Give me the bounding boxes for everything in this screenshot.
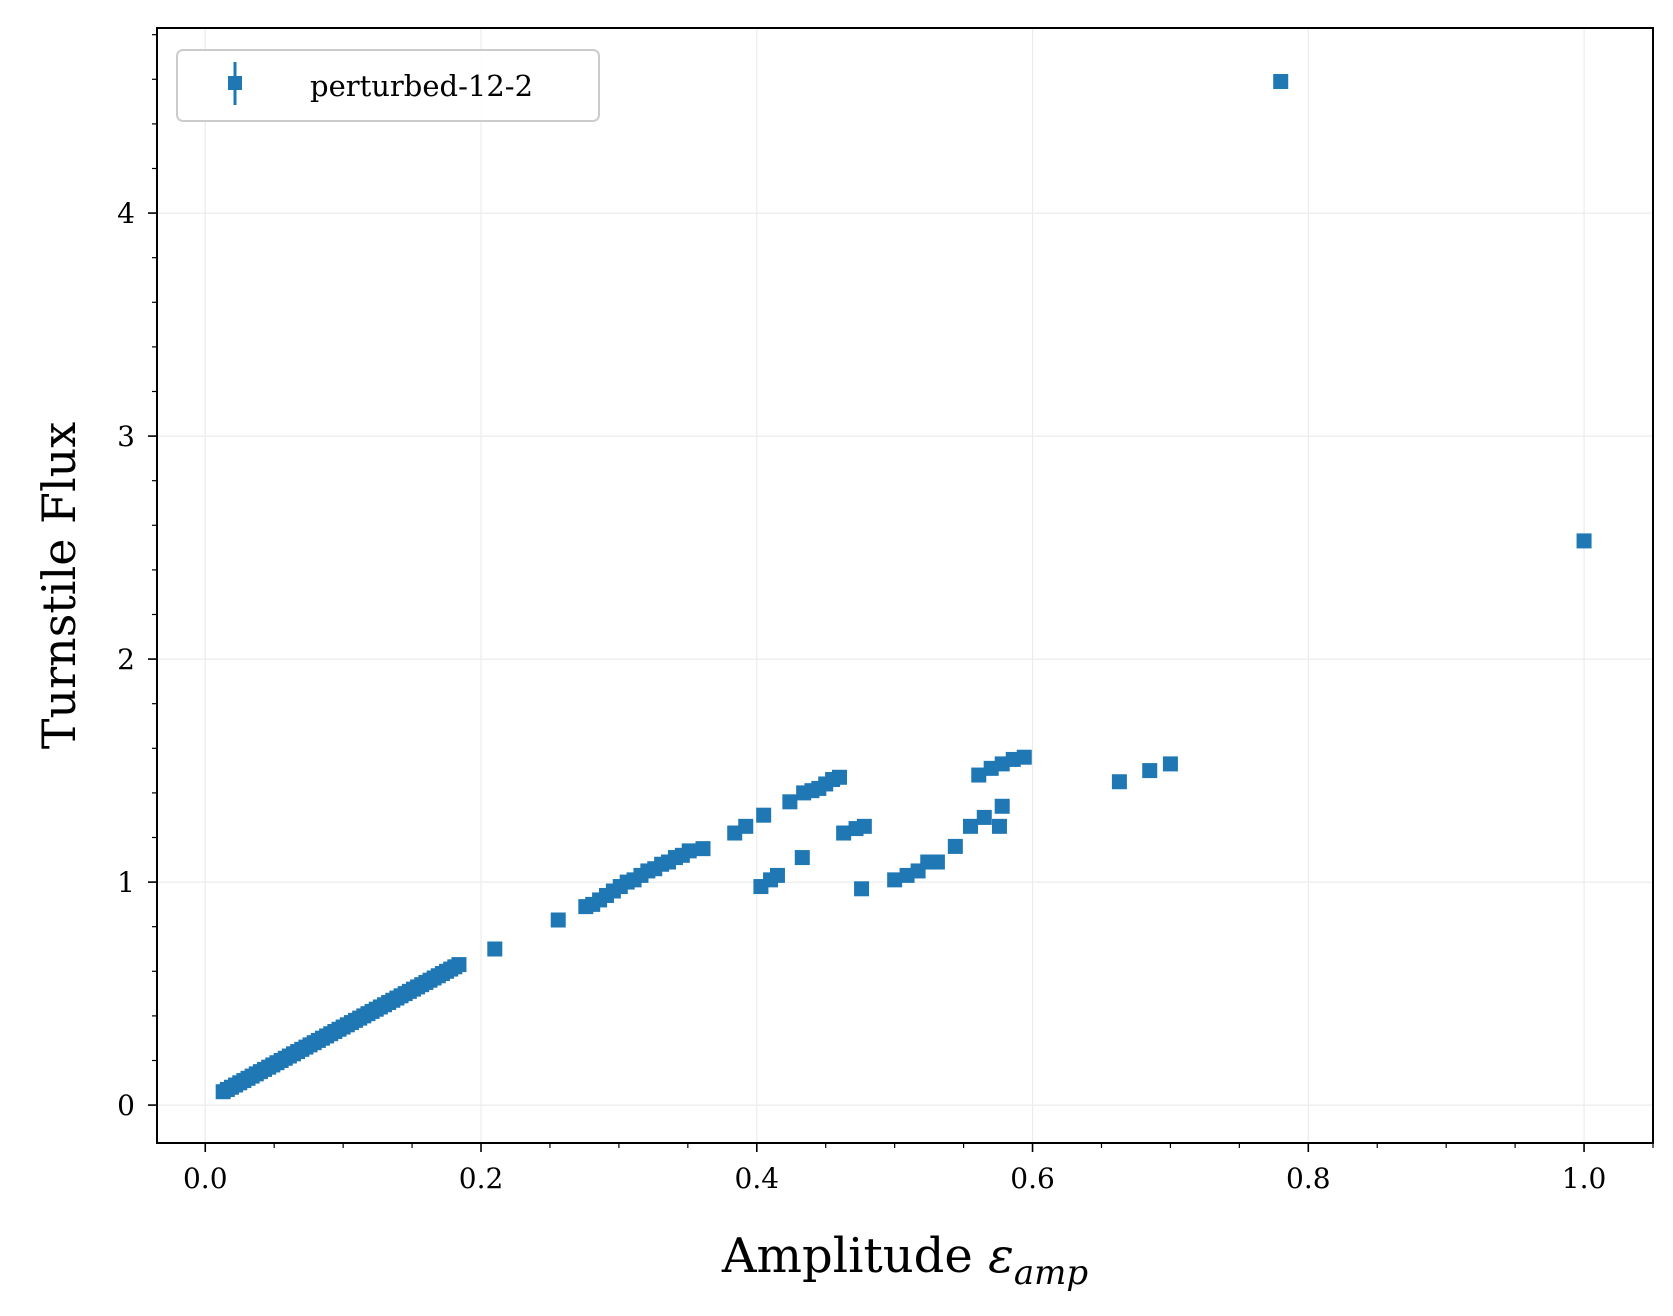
legend-entry-label: perturbed-12-2 xyxy=(310,69,533,103)
data-point xyxy=(1273,74,1289,90)
y-tick-label: 1 xyxy=(117,866,135,899)
data-point xyxy=(971,767,987,783)
data-point xyxy=(1016,749,1032,765)
y-tick-label: 0 xyxy=(117,1089,135,1122)
x-tick-label: 1.0 xyxy=(1562,1162,1607,1195)
data-point xyxy=(836,825,852,841)
data-point xyxy=(1162,756,1178,772)
data-point xyxy=(695,841,711,857)
data-point xyxy=(991,818,1007,834)
data-point xyxy=(929,854,945,870)
y-tick-label: 3 xyxy=(117,420,135,453)
data-point xyxy=(487,941,503,957)
x-axis-subscript: amp xyxy=(1014,1253,1088,1293)
x-tick-label: 0.6 xyxy=(1010,1162,1055,1195)
legend-box xyxy=(176,49,600,122)
data-point xyxy=(854,881,870,897)
data-point xyxy=(794,850,810,866)
x-axis-label: Amplitude xyxy=(721,1228,973,1284)
legend: perturbed-12-2 xyxy=(176,49,600,122)
plot-frame xyxy=(156,27,1654,1144)
data-point xyxy=(451,957,467,973)
major-ticks xyxy=(148,212,1585,1152)
data-point xyxy=(550,912,566,928)
x-axis-symbol: ε xyxy=(988,1228,1014,1284)
data-point xyxy=(994,798,1010,814)
x-tick-label: 0.0 xyxy=(183,1162,228,1195)
data-point xyxy=(856,818,872,834)
data-point xyxy=(756,807,772,823)
x-tick-label: 0.2 xyxy=(459,1162,504,1195)
data-point xyxy=(1111,774,1127,790)
data-point xyxy=(681,843,697,859)
x-axis-title: Amplitude εamp xyxy=(721,1228,1088,1293)
data-point xyxy=(887,872,903,888)
legend-marker-glyph xyxy=(228,76,242,90)
data-point xyxy=(738,818,754,834)
x-tick-label: 0.8 xyxy=(1286,1162,1331,1195)
x-tick-labels: 0.0 0.2 0.4 0.6 0.8 1.0 xyxy=(183,1162,1606,1195)
x-tick-label: 0.4 xyxy=(735,1162,780,1195)
data-points xyxy=(215,74,1592,1100)
data-point xyxy=(782,794,798,810)
y-tick-label: 4 xyxy=(117,197,135,230)
data-point xyxy=(976,809,992,825)
data-point xyxy=(832,769,848,785)
grid-lines xyxy=(157,28,1653,1143)
data-point xyxy=(947,838,963,854)
data-point xyxy=(1576,533,1592,549)
y-tick-labels: 0 1 2 3 4 xyxy=(117,197,135,1122)
y-axis-title: Turnstile Flux xyxy=(32,422,86,750)
y-tick-label: 2 xyxy=(117,643,135,676)
data-point xyxy=(769,867,785,883)
data-point xyxy=(1142,763,1158,779)
data-point xyxy=(962,818,978,834)
